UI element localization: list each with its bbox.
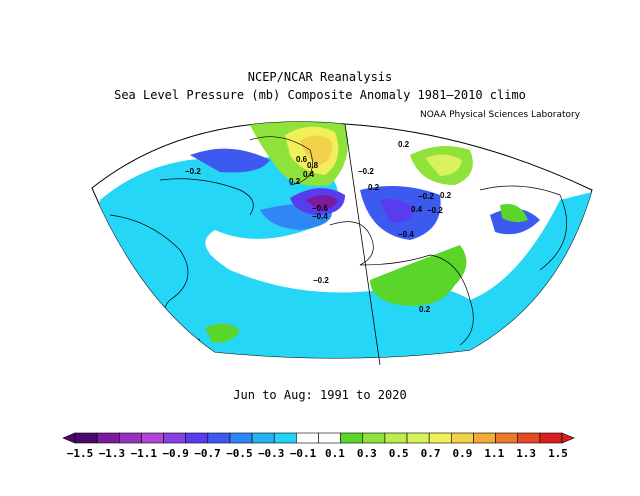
colorbar-tick-label: 1.5	[548, 447, 568, 460]
colorbar-swatch	[96, 432, 120, 444]
colorbar-swatch	[451, 432, 474, 444]
colorbar-tick-label: −1.5	[66, 447, 94, 460]
colorbar-swatch	[428, 432, 452, 444]
colorbar-swatch	[251, 432, 275, 444]
colorbar-swatch	[163, 432, 186, 444]
positive-anomaly-region	[300, 135, 333, 165]
colorbar-swatch	[384, 432, 408, 444]
meridian-line	[344, 123, 381, 366]
colorbar-tick-label: 1.3	[516, 447, 537, 460]
contour-label: −0.2	[418, 192, 434, 201]
contour-label: −0.6	[312, 204, 328, 213]
contour-label: 0.4	[411, 205, 423, 214]
colorbar-swatch	[207, 432, 231, 444]
colorbar	[62, 432, 575, 444]
negative-anomaly-region	[92, 157, 592, 359]
negative-anomaly-region	[305, 195, 338, 210]
colorbar-swatch	[517, 432, 541, 444]
colorbar-swatch	[141, 432, 164, 444]
contour-label: 0.8	[307, 161, 319, 170]
contour-label: 0.2	[289, 177, 301, 186]
colorbar-swatch	[318, 432, 341, 444]
colorbar-left-arrow	[62, 432, 76, 444]
contour-label: 0.2	[419, 305, 431, 314]
map-title: NCEP/NCAR Reanalysis	[247, 70, 393, 84]
contour-labels: 0.2 0.8 0.6 0.4 0.2 −0.2 −0.6 −0.4 0.2 −…	[185, 140, 452, 314]
colorbar-tick-label: −0.5	[226, 447, 253, 460]
contour-label: −0.2	[185, 167, 201, 176]
colorbar-tick-label: 1.1	[484, 447, 505, 460]
colorbar-swatch	[118, 432, 142, 444]
colorbar-swatch	[340, 432, 364, 444]
colorbar-tick-label: −0.7	[194, 447, 221, 460]
colorbar-tick-label: 0.5	[388, 447, 409, 460]
near-zero-region	[210, 238, 290, 262]
positive-anomaly-region	[205, 323, 240, 343]
contour-label: −0.4	[312, 212, 328, 221]
contour-label: −0.2	[358, 167, 374, 176]
colorbar-tick-label: −1.1	[130, 447, 157, 460]
colorbar-swatch	[229, 432, 253, 444]
contour-label: 0.2	[368, 183, 380, 192]
colorbar-swatch	[473, 432, 496, 444]
map-subtitle: Sea Level Pressure (mb) Composite Anomal…	[114, 88, 526, 102]
negative-anomaly-region	[380, 198, 415, 223]
colorbar-tick-label: −1.3	[98, 447, 126, 460]
anomaly-map: 0.2 0.8 0.6 0.4 0.2 −0.2 −0.6 −0.4 0.2 −…	[91, 121, 593, 366]
colorbar-swatch	[495, 432, 519, 444]
positive-anomaly-region	[425, 154, 462, 176]
source-label: NOAA Physical Sciences Laboratory	[420, 110, 581, 120]
colorbar-swatch	[406, 432, 430, 444]
colorbar-swatch	[362, 432, 386, 444]
colorbar-swatch	[74, 432, 98, 444]
contour-label: 0.4	[303, 170, 315, 179]
colorbar-labels: −1.5 −1.3 −1.1 −0.9 −0.7 −0.5 −0.3 −0.1 0.1 0.3 0.…	[0, 447, 640, 461]
contour-label: −0.2	[427, 206, 443, 215]
contour-label: 0.6	[296, 155, 308, 164]
contour-label: 0.2	[398, 140, 410, 149]
colorbar-tick-label: 0.7	[420, 447, 441, 460]
colorbar-right-arrow	[561, 432, 575, 444]
period-label: Jun to Aug: 1991 to 2020	[233, 388, 407, 402]
contour-label: −0.2	[313, 276, 329, 285]
colorbar-tick-label: 0.9	[452, 447, 473, 460]
colorbar-swatch	[185, 432, 209, 444]
positive-anomaly-region	[500, 204, 528, 223]
colorbar-tick-label: 0.3	[356, 447, 377, 460]
colorbar-swatch	[296, 432, 319, 444]
contour-label: 0.2	[440, 191, 452, 200]
colorbar-tick-label: −0.1	[289, 447, 317, 460]
negative-anomaly-region	[190, 148, 270, 173]
colorbar-tick-label: 0.1	[324, 447, 345, 460]
contour-label: −0.4	[398, 230, 414, 239]
positive-anomaly-region	[370, 245, 467, 306]
colorbar-swatch	[273, 432, 297, 444]
colorbar-tick-label: −0.3	[257, 447, 285, 460]
colorbar-swatch	[539, 432, 563, 444]
colorbar-tick-label: −0.9	[162, 447, 189, 460]
